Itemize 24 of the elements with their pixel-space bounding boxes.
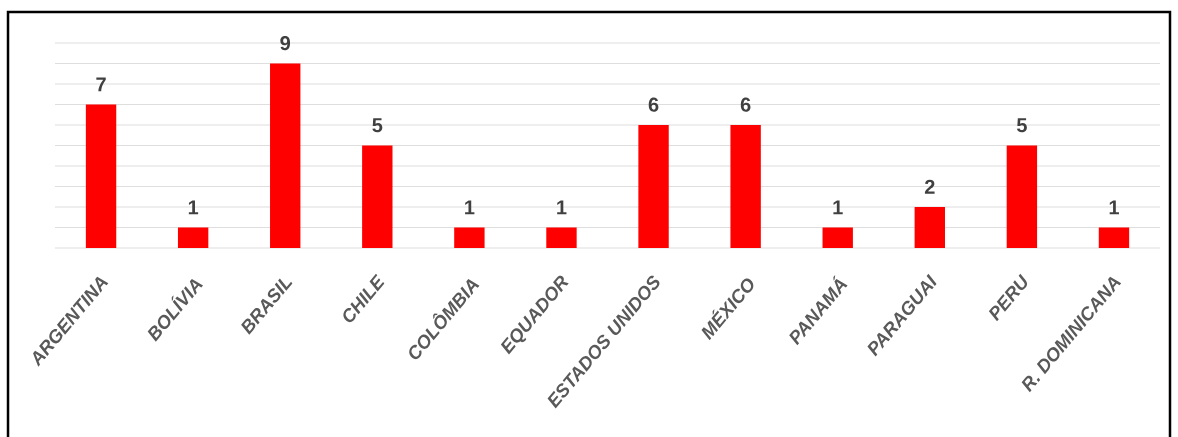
data-label: 5 xyxy=(372,118,383,133)
bar xyxy=(822,227,853,248)
data-label: 1 xyxy=(465,200,475,215)
data-label: 1 xyxy=(557,200,567,215)
bar xyxy=(454,227,485,248)
data-label: 7 xyxy=(96,77,106,92)
bar xyxy=(1098,227,1130,248)
data-label: 1 xyxy=(1109,200,1119,215)
bar xyxy=(546,227,577,248)
bar xyxy=(1006,145,1038,248)
data-label: 1 xyxy=(188,200,199,215)
bar xyxy=(177,227,209,248)
data-label: 5 xyxy=(1016,118,1027,133)
data-label: 6 xyxy=(740,97,751,112)
bar xyxy=(730,124,761,248)
data-label: 2 xyxy=(924,179,935,194)
bar xyxy=(362,145,393,248)
bar xyxy=(914,206,945,248)
data-label: 9 xyxy=(280,36,291,51)
bar xyxy=(85,104,117,248)
bar xyxy=(270,63,301,248)
data-label: 1 xyxy=(833,200,843,215)
bar xyxy=(638,124,669,248)
data-label: 6 xyxy=(648,97,659,112)
